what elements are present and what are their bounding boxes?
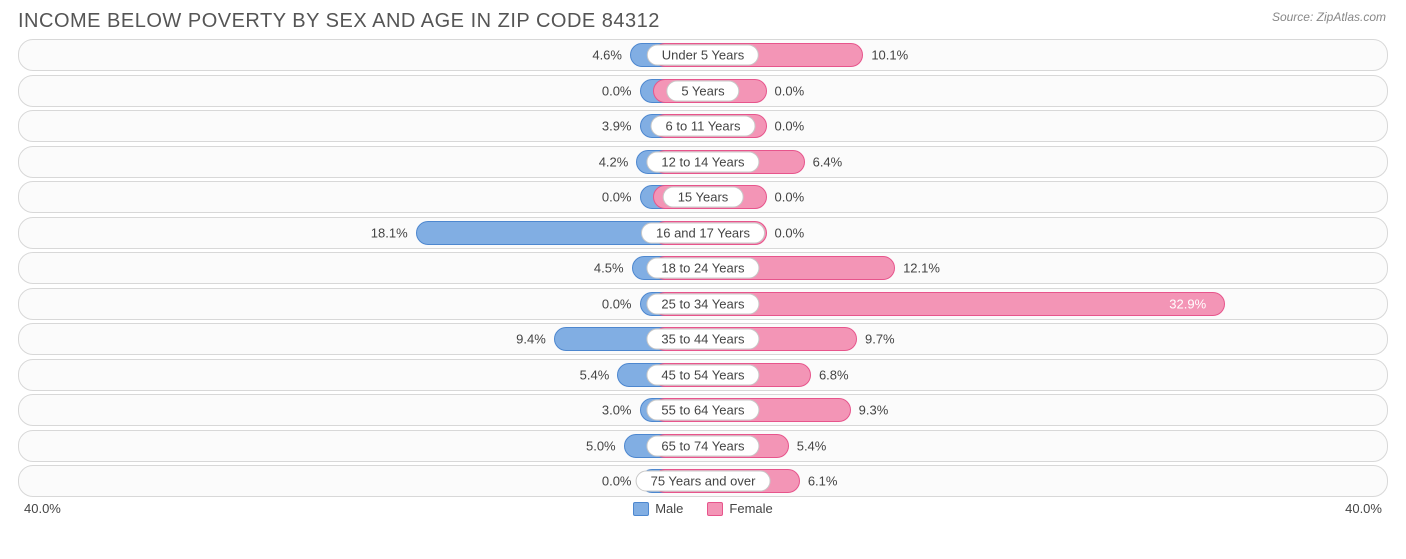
axis-max-left: 40.0%	[24, 501, 61, 516]
age-label-pill: 65 to 74 Years	[646, 435, 759, 456]
male-value: 4.2%	[599, 154, 629, 169]
female-value: 32.9%	[1169, 296, 1206, 311]
chart-title: INCOME BELOW POVERTY BY SEX AND AGE IN Z…	[18, 10, 1388, 33]
male-value: 5.0%	[586, 438, 616, 453]
axis-max-right: 40.0%	[1345, 501, 1382, 516]
chart-row: 35 to 44 Years 9.4% 9.7%	[18, 323, 1388, 355]
age-label-pill: 18 to 24 Years	[646, 258, 759, 279]
male-value: 0.0%	[602, 190, 632, 205]
age-label-pill: 55 to 64 Years	[646, 400, 759, 421]
male-value: 0.0%	[602, 474, 632, 489]
chart-row: 12 to 14 Years 4.2% 6.4%	[18, 146, 1388, 178]
chart-row: 5 Years 0.0% 0.0%	[18, 75, 1388, 107]
legend-label-male: Male	[655, 501, 683, 516]
female-value: 0.0%	[775, 119, 805, 134]
male-value: 0.0%	[602, 83, 632, 98]
age-label-pill: Under 5 Years	[647, 45, 759, 66]
age-label-pill: 5 Years	[666, 80, 739, 101]
chart-row: 25 to 34 Years 0.0% 32.9%	[18, 288, 1388, 320]
female-value: 0.0%	[775, 225, 805, 240]
male-value: 18.1%	[371, 225, 408, 240]
male-value: 4.5%	[594, 261, 624, 276]
axis-row: 40.0% Male Female 40.0%	[18, 501, 1388, 516]
female-value: 10.1%	[871, 48, 908, 63]
chart-row: Under 5 Years 4.6% 10.1%	[18, 39, 1388, 71]
legend-item-male: Male	[633, 501, 683, 516]
age-label-pill: 6 to 11 Years	[651, 116, 756, 137]
age-label-pill: 12 to 14 Years	[646, 151, 759, 172]
poverty-chart: INCOME BELOW POVERTY BY SEX AND AGE IN Z…	[0, 0, 1406, 559]
female-value: 6.4%	[813, 154, 843, 169]
chart-row: 6 to 11 Years 3.9% 0.0%	[18, 110, 1388, 142]
chart-row: 15 Years 0.0% 0.0%	[18, 181, 1388, 213]
female-value: 6.1%	[808, 474, 838, 489]
female-value: 0.0%	[775, 190, 805, 205]
age-label-pill: 45 to 54 Years	[646, 364, 759, 385]
female-value: 5.4%	[797, 438, 827, 453]
chart-row: 65 to 74 Years 5.0% 5.4%	[18, 430, 1388, 462]
male-value: 5.4%	[580, 367, 610, 382]
chart-row: 45 to 54 Years 5.4% 6.8%	[18, 359, 1388, 391]
age-label-pill: 75 Years and over	[636, 471, 771, 492]
male-value: 0.0%	[602, 296, 632, 311]
male-value: 9.4%	[516, 332, 546, 347]
male-value: 3.0%	[602, 403, 632, 418]
legend-item-female: Female	[707, 501, 772, 516]
legend-swatch-female	[707, 502, 723, 516]
source-attribution: Source: ZipAtlas.com	[1272, 10, 1386, 24]
male-value: 4.6%	[592, 48, 622, 63]
chart-row: 18 to 24 Years 4.5% 12.1%	[18, 252, 1388, 284]
age-label-pill: 35 to 44 Years	[646, 329, 759, 350]
female-value: 12.1%	[903, 261, 940, 276]
age-label-pill: 16 and 17 Years	[641, 222, 765, 243]
legend: Male Female	[633, 501, 773, 516]
chart-row: 16 and 17 Years 18.1% 0.0%	[18, 217, 1388, 249]
male-value: 3.9%	[602, 119, 632, 134]
female-value: 9.3%	[859, 403, 889, 418]
female-value: 6.8%	[819, 367, 849, 382]
female-value: 0.0%	[775, 83, 805, 98]
age-label-pill: 25 to 34 Years	[646, 293, 759, 314]
legend-swatch-male	[633, 502, 649, 516]
legend-label-female: Female	[729, 501, 772, 516]
female-value: 9.7%	[865, 332, 895, 347]
age-label-pill: 15 Years	[663, 187, 744, 208]
plot-area: Under 5 Years4.6%10.1%5 Years0.0%0.0%6 t…	[18, 39, 1388, 497]
chart-row: 55 to 64 Years 3.0% 9.3%	[18, 394, 1388, 426]
chart-row: 75 Years and over 0.0% 6.1%	[18, 465, 1388, 497]
